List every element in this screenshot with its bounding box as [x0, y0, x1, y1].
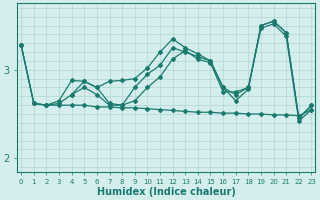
X-axis label: Humidex (Indice chaleur): Humidex (Indice chaleur)	[97, 187, 236, 197]
